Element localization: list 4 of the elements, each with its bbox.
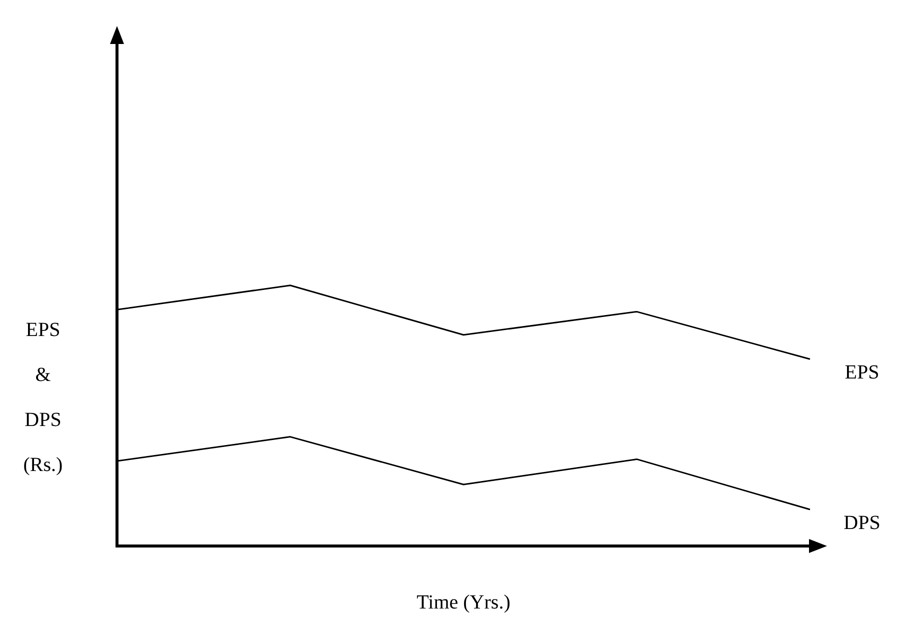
y-axis-title: EPS & DPS (Rs.)	[22, 318, 64, 478]
series-label: DPS	[844, 512, 880, 534]
series-label: EPS	[844, 361, 880, 384]
x-axis-title: Time (Yrs.)	[416, 591, 510, 614]
